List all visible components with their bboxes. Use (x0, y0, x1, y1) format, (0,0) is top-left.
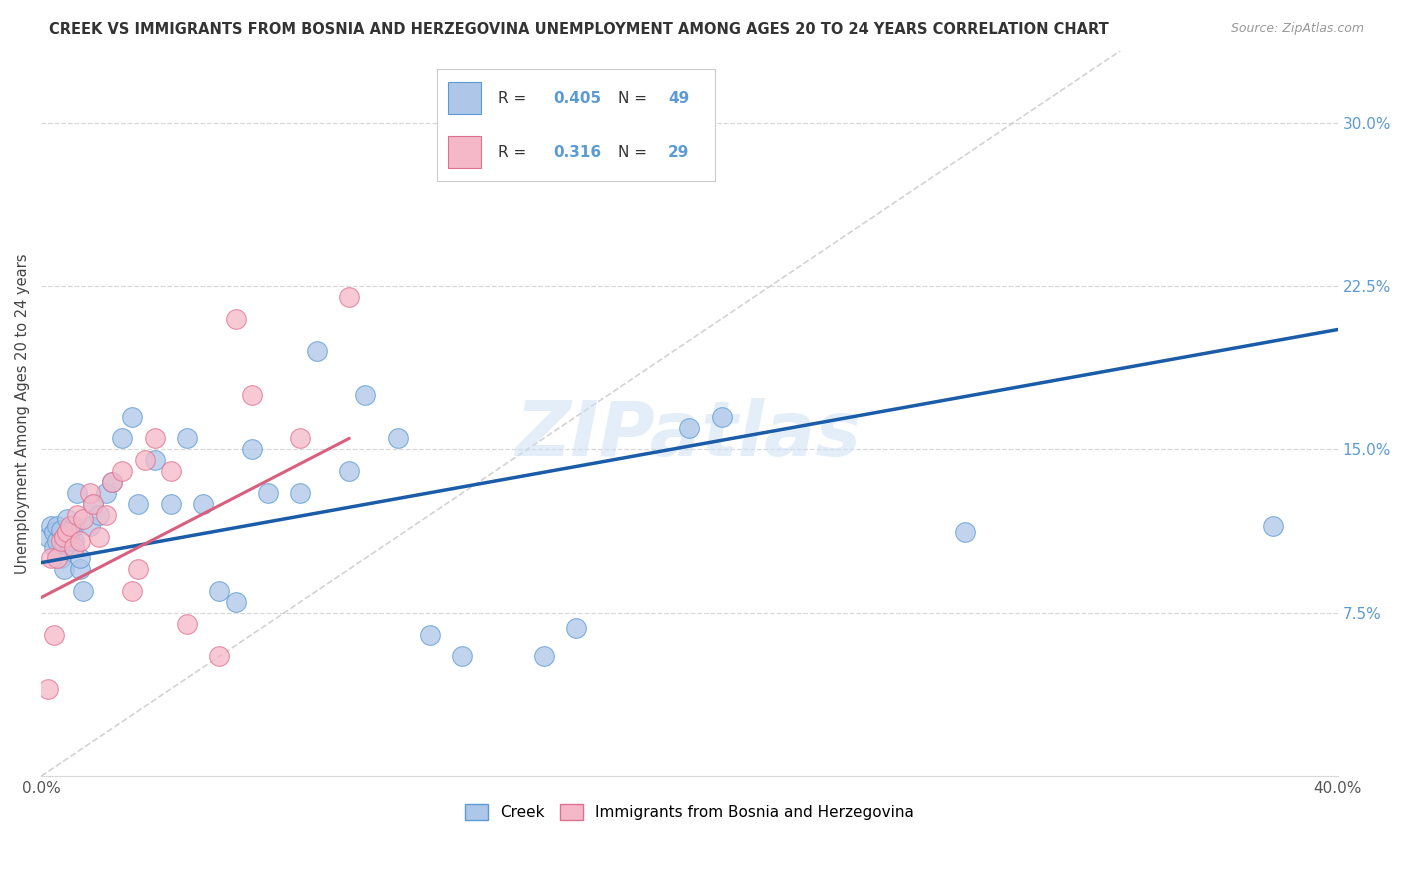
Point (37, 681, 59, 696)
Point (111, 464, 134, 478)
Point (56, 529, 79, 543)
Point (69, 533, 91, 548)
Point (419, 627, 441, 641)
Point (46, 551, 69, 566)
Text: CREEK VS IMMIGRANTS FROM BOSNIA AND HERZEGOVINA UNEMPLOYMENT AMONG AGES 20 TO 24: CREEK VS IMMIGRANTS FROM BOSNIA AND HERZ… (49, 22, 1109, 37)
Point (208, 584, 231, 599)
Point (387, 432, 409, 446)
Point (39, 551, 62, 566)
Point (159, 497, 181, 511)
Point (89, 508, 111, 522)
Point (94, 508, 117, 522)
Point (451, 649, 474, 664)
Point (121, 409, 143, 424)
Point (59, 541, 82, 555)
Point (79, 518, 101, 533)
Point (69, 562, 91, 576)
Point (94, 486, 117, 500)
Point (62, 533, 84, 548)
Point (72, 584, 94, 599)
Y-axis label: Unemployment Among Ages 20 to 24 years: Unemployment Among Ages 20 to 24 years (15, 253, 30, 574)
Point (240, 388, 263, 402)
Point (52, 529, 75, 543)
Point (208, 649, 231, 664)
Point (42, 525, 65, 540)
Point (176, 616, 198, 631)
Point (82, 497, 104, 511)
Point (39, 518, 62, 533)
Point (143, 453, 166, 467)
Point (46, 518, 69, 533)
Point (337, 290, 360, 304)
Point (111, 432, 134, 446)
Point (37, 529, 59, 543)
Point (62, 518, 84, 533)
Point (225, 595, 247, 609)
Point (101, 475, 124, 489)
Point (56, 512, 79, 526)
Point (101, 475, 124, 489)
Point (354, 388, 377, 402)
Point (290, 432, 312, 446)
Point (72, 512, 94, 526)
Point (678, 420, 700, 434)
Point (66, 508, 89, 522)
Point (305, 344, 328, 359)
Point (42, 627, 65, 641)
Text: Source: ZipAtlas.com: Source: ZipAtlas.com (1230, 22, 1364, 36)
Point (710, 409, 733, 424)
Point (42, 541, 65, 555)
Point (953, 525, 976, 540)
Point (79, 486, 101, 500)
Point (337, 464, 360, 478)
Point (49, 533, 72, 548)
Point (49, 551, 72, 566)
Point (89, 529, 111, 543)
Point (176, 432, 198, 446)
Point (49, 523, 72, 537)
Point (1261, 518, 1284, 533)
Point (533, 649, 555, 664)
Point (59, 525, 82, 540)
Point (127, 562, 149, 576)
Point (59, 518, 82, 533)
Point (193, 497, 215, 511)
Point (69, 551, 91, 566)
Point (82, 497, 104, 511)
Point (127, 497, 149, 511)
Point (257, 486, 280, 500)
Point (159, 464, 181, 478)
Point (143, 432, 166, 446)
Point (240, 442, 263, 457)
Point (52, 562, 75, 576)
Point (565, 621, 588, 635)
Point (62, 541, 84, 555)
Legend: Creek, Immigrants from Bosnia and Herzegovina: Creek, Immigrants from Bosnia and Herzeg… (458, 798, 920, 827)
Point (46, 533, 69, 548)
Point (225, 311, 247, 326)
Point (52, 536, 75, 550)
Point (134, 453, 156, 467)
Point (56, 525, 79, 540)
Text: ZIPatlas: ZIPatlas (516, 398, 862, 472)
Point (121, 584, 143, 599)
Point (290, 486, 312, 500)
Point (66, 486, 89, 500)
